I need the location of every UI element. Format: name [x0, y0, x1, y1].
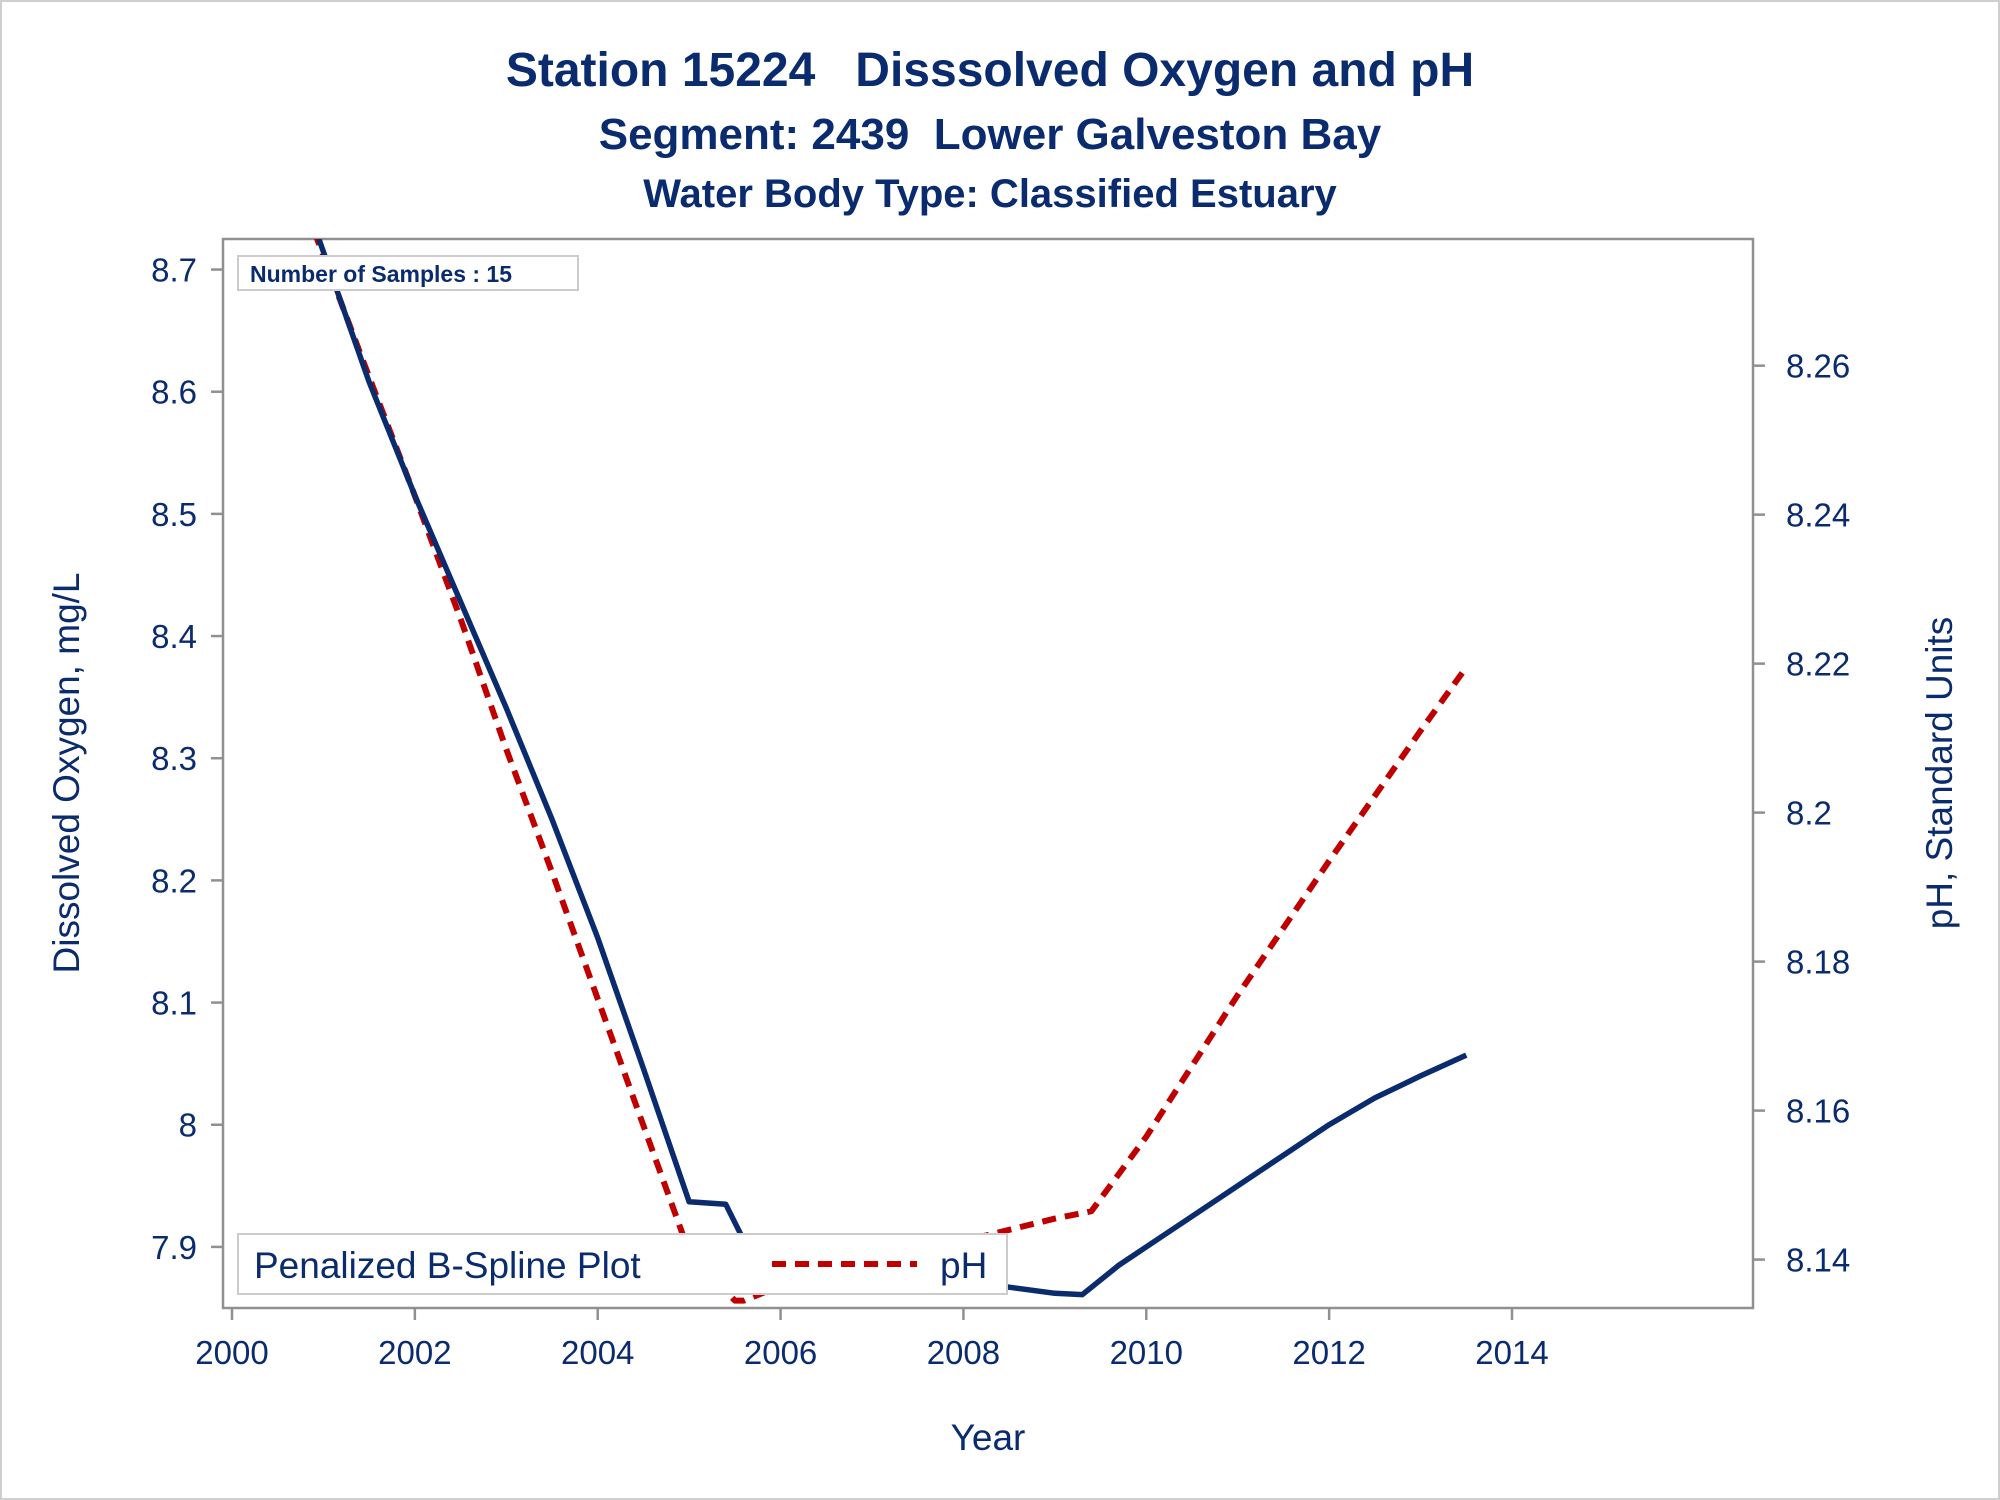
y2-tick-label: 8.16	[1786, 1093, 1850, 1130]
y-axis-right: 8.14 8.16 8.18 8.2 8.22 8.24 8.26	[1753, 348, 1850, 1279]
x-tick-label: 2010	[1110, 1334, 1183, 1371]
x-axis: 2000 2002 2004 2006 2008 2010 2012 2014	[195, 1308, 1549, 1371]
y2-tick-label: 8.24	[1786, 497, 1850, 534]
y-tick-label: 8.2	[151, 862, 197, 899]
y-tick-label: 8.4	[151, 618, 197, 655]
x-tick-label: 2004	[561, 1334, 634, 1371]
sample-count-annotation: Number of Samples : 15	[250, 261, 512, 287]
dissolved-oxygen-series-line	[316, 239, 1468, 1298]
y2-axis-label: pH, Standard Units	[1919, 617, 1960, 930]
y2-tick-label: 8.2	[1786, 795, 1832, 832]
y-tick-label: 8.7	[151, 252, 197, 289]
y-axis-label: Dissolved Oxygen, mg/L	[46, 572, 87, 973]
y2-tick-label: 8.26	[1786, 348, 1850, 385]
series-layer	[313, 239, 1469, 1304]
chart-title: Station 15224 Disssolved Oxygen and pH	[506, 44, 1474, 97]
legend	[237, 1233, 1008, 1295]
chart-subtitle-2: Water Body Type: Classified Estuary	[643, 172, 1337, 216]
x-tick-label: 2012	[1292, 1334, 1365, 1371]
legend-title: Penalized B-Spline Plot	[254, 1245, 641, 1286]
plot-area	[221, 237, 1755, 1310]
ph-series-line	[313, 239, 1469, 1304]
y2-tick-label: 8.18	[1786, 944, 1850, 981]
x-tick-label: 2002	[378, 1334, 451, 1371]
x-axis-label: Year	[951, 1417, 1026, 1458]
y-axis-left: 7.9 8 8.1 8.2 8.3 8.4 8.5 8.6 8.7	[151, 252, 223, 1266]
y-tick-label: 8.3	[151, 740, 197, 777]
y-tick-label: 8.6	[151, 374, 197, 411]
x-tick-label: 2014	[1475, 1334, 1548, 1371]
y2-tick-label: 8.22	[1786, 646, 1850, 683]
y-tick-label: 8	[179, 1107, 197, 1144]
x-tick-label: 2006	[744, 1334, 817, 1371]
sample-count-box	[237, 255, 579, 291]
x-tick-label: 2008	[927, 1334, 1000, 1371]
y-tick-label: 8.5	[151, 496, 197, 533]
y2-tick-label: 8.14	[1786, 1242, 1850, 1279]
x-tick-label: 2000	[195, 1334, 268, 1371]
chart-subtitle: Segment: 2439 Lower Galveston Bay	[599, 110, 1382, 159]
y-tick-label: 8.1	[151, 985, 197, 1022]
y-tick-label: 7.9	[151, 1229, 197, 1266]
legend-ph-label: pH	[940, 1245, 987, 1286]
